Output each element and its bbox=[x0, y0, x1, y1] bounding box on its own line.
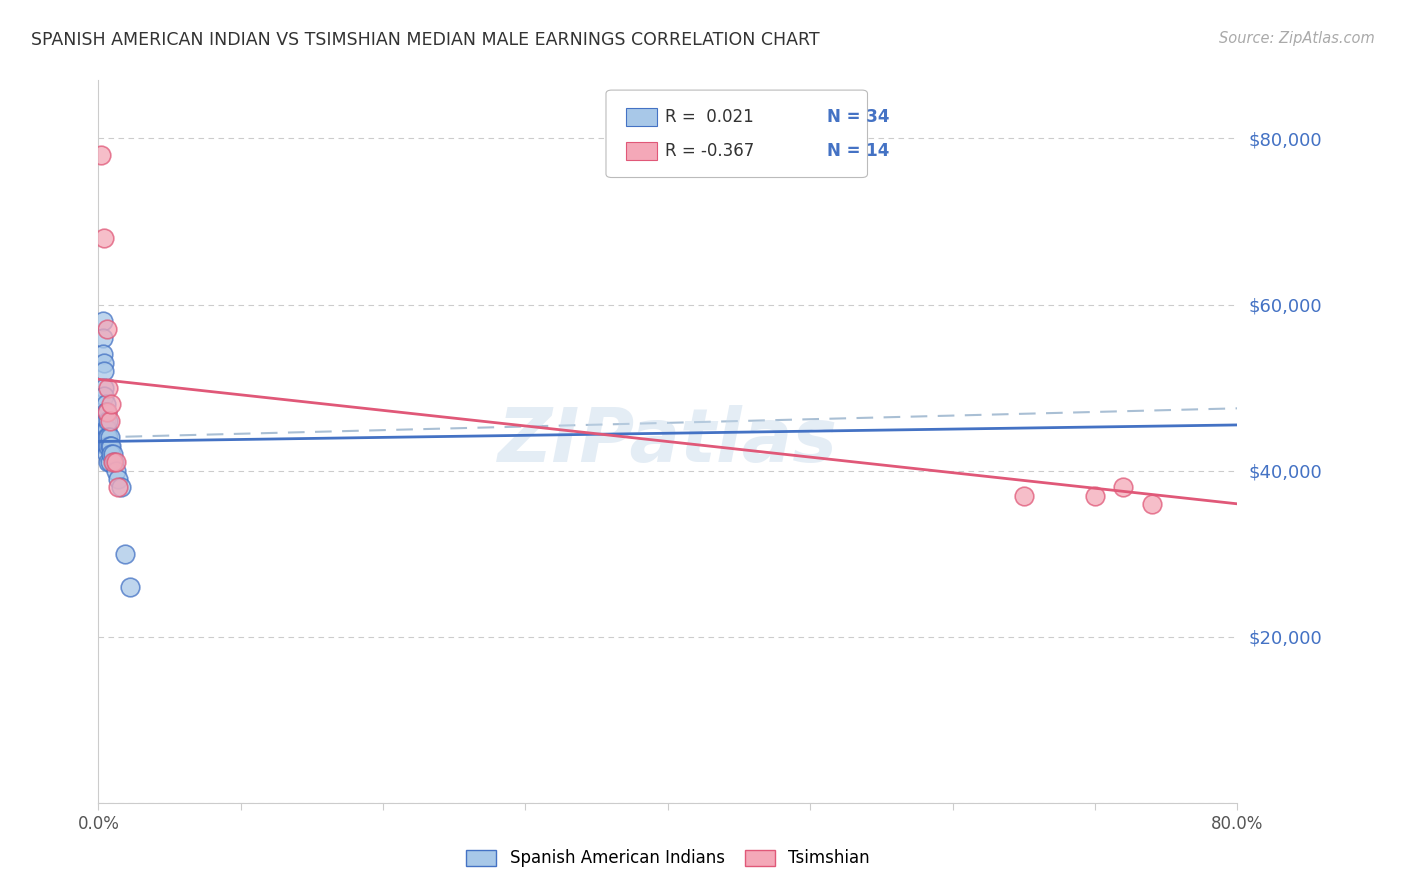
Point bbox=[93, 356, 115, 370]
Point bbox=[101, 447, 124, 461]
Text: SPANISH AMERICAN INDIAN VS TSIMSHIAN MEDIAN MALE EARNINGS CORRELATION CHART: SPANISH AMERICAN INDIAN VS TSIMSHIAN MED… bbox=[31, 31, 820, 49]
Point bbox=[1112, 480, 1135, 494]
Point bbox=[94, 439, 117, 453]
Point bbox=[94, 430, 117, 444]
Point bbox=[1012, 489, 1035, 503]
Point bbox=[93, 389, 115, 403]
Point bbox=[118, 580, 141, 594]
Point bbox=[91, 347, 114, 361]
Point bbox=[96, 405, 118, 419]
Point bbox=[114, 547, 136, 561]
Point bbox=[91, 331, 114, 345]
Point bbox=[104, 455, 127, 469]
Point bbox=[94, 422, 117, 436]
Point bbox=[107, 480, 129, 494]
Text: R =  0.021: R = 0.021 bbox=[665, 108, 754, 126]
Point bbox=[91, 314, 114, 328]
Text: ZIPatlas: ZIPatlas bbox=[498, 405, 838, 478]
Point bbox=[94, 397, 117, 411]
Point bbox=[1140, 497, 1163, 511]
Point bbox=[97, 380, 120, 394]
Point bbox=[93, 364, 115, 378]
Point bbox=[96, 422, 118, 436]
Point bbox=[94, 405, 117, 419]
Point bbox=[96, 447, 118, 461]
Text: N = 14: N = 14 bbox=[827, 142, 889, 160]
Text: N = 34: N = 34 bbox=[827, 108, 889, 126]
Point bbox=[98, 430, 121, 444]
Point bbox=[96, 322, 118, 336]
Point bbox=[98, 455, 121, 469]
Point bbox=[104, 464, 127, 478]
Point bbox=[93, 380, 115, 394]
Point bbox=[103, 455, 125, 469]
Point bbox=[90, 148, 112, 162]
Point bbox=[100, 439, 122, 453]
Point bbox=[96, 405, 118, 419]
Point bbox=[94, 414, 117, 428]
Point bbox=[97, 430, 120, 444]
Point bbox=[96, 439, 118, 453]
Point bbox=[97, 455, 120, 469]
Point bbox=[107, 472, 129, 486]
Point bbox=[98, 414, 121, 428]
Point bbox=[101, 455, 124, 469]
Point bbox=[100, 447, 122, 461]
Point bbox=[100, 397, 122, 411]
Point bbox=[110, 480, 132, 494]
Point bbox=[98, 439, 121, 453]
Text: R = -0.367: R = -0.367 bbox=[665, 142, 754, 160]
Legend: Spanish American Indians, Tsimshian: Spanish American Indians, Tsimshian bbox=[460, 843, 876, 874]
Point bbox=[96, 430, 118, 444]
Point bbox=[1084, 489, 1107, 503]
Point bbox=[97, 414, 120, 428]
Text: Source: ZipAtlas.com: Source: ZipAtlas.com bbox=[1219, 31, 1375, 46]
Point bbox=[93, 231, 115, 245]
Point bbox=[97, 439, 120, 453]
